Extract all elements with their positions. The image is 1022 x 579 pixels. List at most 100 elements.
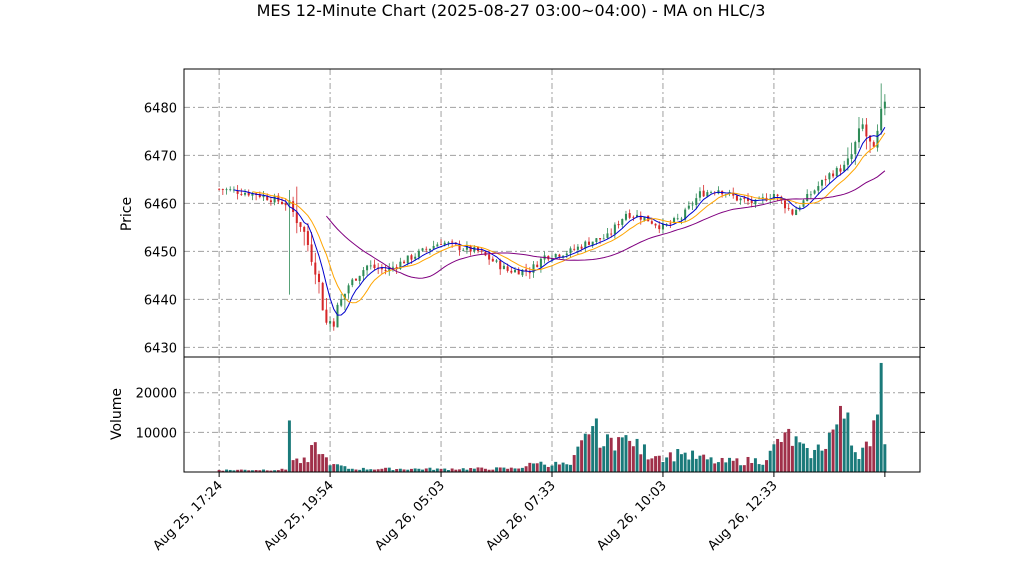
- volume-bar: [805, 448, 809, 472]
- candle-body: [832, 173, 835, 177]
- volume-bar: [879, 362, 883, 472]
- candle-body: [647, 215, 650, 222]
- candle-body: [654, 223, 657, 226]
- volume-bar: [605, 434, 609, 472]
- volume-bar: [535, 463, 539, 472]
- volume-bar: [299, 463, 302, 472]
- candle-body: [340, 299, 343, 306]
- volume-bar: [875, 414, 879, 472]
- volume-bar: [761, 464, 765, 472]
- candle-body: [602, 238, 605, 240]
- volume-bar: [276, 470, 280, 472]
- volume-bar: [839, 405, 842, 472]
- candle-body: [536, 264, 539, 268]
- candle-body: [787, 208, 790, 210]
- volume-bar: [328, 465, 332, 472]
- candle-body: [488, 254, 491, 260]
- volume-bar: [739, 465, 743, 472]
- candle-body: [384, 270, 387, 272]
- volume-bar: [446, 470, 450, 472]
- candle-body: [750, 200, 753, 204]
- volume-bar: [265, 470, 269, 472]
- candle-body: [617, 224, 620, 226]
- volume-bar: [716, 462, 720, 472]
- candle-body: [702, 190, 705, 197]
- volume-bar: [827, 432, 831, 472]
- candle-body: [395, 266, 398, 269]
- volume-bar: [842, 418, 846, 472]
- candle-body: [857, 128, 860, 143]
- volume-bar: [868, 446, 872, 472]
- candle-body: [421, 248, 424, 251]
- candle-body: [554, 253, 557, 258]
- ma-fast-line: [233, 126, 886, 316]
- volume-bar: [424, 468, 428, 472]
- candle-body: [850, 154, 853, 160]
- volume-bar: [665, 457, 669, 472]
- volume-bar: [313, 442, 317, 472]
- volume-bar: [569, 464, 572, 472]
- candle-body: [606, 233, 609, 238]
- volume-bar: [443, 468, 447, 472]
- volume-bar: [742, 465, 746, 472]
- volume-bar: [439, 468, 443, 472]
- candle-body: [403, 261, 406, 264]
- candle-body: [569, 248, 572, 254]
- price-tick-label: 6450: [144, 245, 177, 260]
- volume-bar: [794, 436, 798, 472]
- candle-body: [876, 130, 879, 148]
- candle-body: [732, 192, 735, 196]
- price-tick-label: 6430: [144, 341, 177, 356]
- candle-body: [310, 244, 313, 262]
- volume-bar: [609, 437, 613, 472]
- candle-body: [410, 255, 413, 260]
- candle-body: [695, 198, 698, 205]
- volume-bar: [820, 450, 824, 472]
- volume-bar: [502, 467, 506, 472]
- candle-body: [314, 262, 317, 275]
- volume-bar: [824, 448, 828, 472]
- candle-body: [469, 245, 472, 252]
- volume-bar: [802, 443, 805, 472]
- volume-bar: [846, 412, 850, 472]
- volume-bar: [672, 461, 676, 472]
- volume-bar: [705, 459, 709, 472]
- volume-bar: [336, 464, 339, 472]
- candle-body: [735, 195, 738, 201]
- volume-bar: [746, 456, 750, 472]
- volume-bar: [731, 460, 735, 472]
- volume-bar: [483, 468, 487, 472]
- volume-bar: [358, 469, 362, 472]
- candle-body: [513, 269, 517, 273]
- candle-body: [798, 207, 801, 210]
- candle-body: [854, 142, 857, 155]
- volume-bar: [580, 440, 584, 472]
- candle-body: [783, 200, 787, 209]
- volume-bar: [639, 454, 643, 472]
- volume-bar: [768, 450, 772, 472]
- volume-bar: [417, 468, 421, 472]
- volume-bar: [306, 462, 310, 472]
- volume-bar: [861, 447, 865, 472]
- candle-body: [336, 304, 339, 328]
- candle-body: [244, 192, 247, 195]
- volume-bar: [646, 459, 650, 472]
- volume-bar: [324, 457, 328, 472]
- price-axis-ticks: 6430 6440 6450 6460 6470 6480: [144, 101, 925, 356]
- candle-body: [558, 254, 561, 257]
- volume-bar: [350, 468, 354, 472]
- candle-body: [417, 250, 420, 258]
- volume-bar: [402, 469, 406, 472]
- price-series: [218, 83, 886, 331]
- candle-body: [351, 279, 354, 286]
- volume-bar: [376, 469, 380, 472]
- volume-bar: [628, 440, 632, 472]
- candle-body: [284, 203, 287, 206]
- volume-bar: [321, 454, 325, 472]
- volume-bar: [413, 468, 417, 472]
- candle-body: [347, 285, 350, 294]
- x-axis-ticks: Aug 25, 17:24 Aug 25, 19:54 Aug 26, 05:03 A…: [150, 472, 886, 554]
- volume-bar: [735, 458, 739, 472]
- candle-body: [391, 266, 394, 268]
